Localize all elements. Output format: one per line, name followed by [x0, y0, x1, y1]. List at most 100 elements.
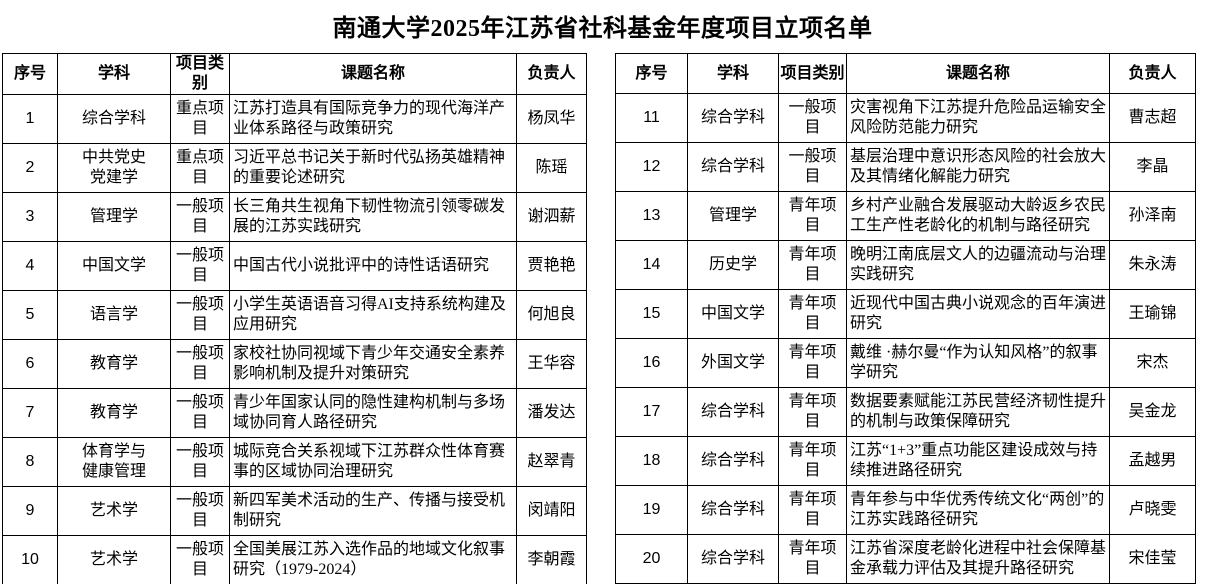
discipline-cell: 综合学科 [687, 534, 779, 584]
header-discipline: 学科 [687, 53, 779, 94]
table-row: 20 综合学科 青年项目 江苏省深度老龄化进程中社会保障基金承载力评估及其提升路径研究… [615, 534, 1196, 584]
leader-name-cell: 王瑜锦 [1109, 289, 1196, 339]
header-no: 序号 [615, 53, 688, 94]
table-row: 16 外国文学 青年项目 戴维 ·赫尔曼“作为认知风格”的叙事学研究 宋杰 [615, 338, 1196, 388]
row-number-cell: 16 [615, 338, 688, 388]
discipline-cell: 综合学科 [687, 93, 779, 143]
row-number-cell: 15 [615, 289, 688, 339]
project-title-cell: 习近平总书记关于新时代弘扬英雄精神的重要论述研究 [229, 143, 517, 193]
leader-name-cell: 杨凤华 [516, 94, 587, 144]
row-number-cell: 9 [2, 486, 58, 536]
leader-name-cell: 宋杰 [1109, 338, 1196, 388]
table-row: 11 综合学科 一般项目 灾害视角下江苏提升危险品运输安全风险防范能力研究 曹志超 [615, 93, 1196, 143]
table-row: 7 教育学 一般项目 青少年国家认同的隐性建构机制与多场域协同育人路径研究 潘发达 [2, 388, 587, 438]
project-category-cell: 一般项目 [170, 241, 230, 291]
discipline-cell: 综合学科 [687, 485, 779, 535]
project-category-cell: 青年项目 [778, 534, 847, 584]
row-number-cell: 8 [2, 437, 58, 487]
page-title: 南通大学2025年江苏省社科基金年度项目立项名单 [332, 16, 873, 42]
project-category-cell: 一般项目 [170, 388, 230, 438]
discipline-cell: 中国文学 [687, 289, 779, 339]
row-number-cell: 19 [615, 485, 688, 535]
header-discipline: 学科 [57, 53, 171, 95]
header-title: 课题名称 [229, 53, 517, 95]
row-number-cell: 17 [615, 387, 688, 437]
discipline-cell: 体育学与 健康管理 [57, 437, 171, 487]
header-no: 序号 [2, 53, 58, 95]
project-category-cell: 一般项目 [778, 142, 847, 192]
project-table-right: 序号 学科 项目类别 课题名称 负责人 11 综合学科 一般项目 灾害视角下江苏提升危… [615, 53, 1196, 584]
project-category-cell: 一般项目 [170, 486, 230, 536]
header-category: 项目类别 [170, 53, 230, 95]
project-category-cell: 重点项目 [170, 143, 230, 193]
discipline-cell: 综合学科 [687, 436, 779, 486]
row-number-cell: 20 [615, 534, 688, 584]
project-title-cell: 基层治理中意识形态风险的社会放大及其情绪化解能力研究 [846, 142, 1110, 192]
discipline-cell: 综合学科 [687, 142, 779, 192]
project-title-cell: 晚明江南底层文人的边疆流动与治理实践研究 [846, 240, 1110, 290]
discipline-cell: 艺术学 [57, 535, 171, 584]
project-title-cell: 中国古代小说批评中的诗性话语研究 [229, 241, 517, 291]
discipline-cell: 管理学 [687, 191, 779, 241]
project-category-cell: 青年项目 [778, 387, 847, 437]
row-number-cell: 4 [2, 241, 58, 291]
table-row: 3 管理学 一般项目 长三角共生视角下韧性物流引领零碳发展的江苏实践研究 谢泗薪 [2, 192, 587, 242]
leader-name-cell: 何旭良 [516, 290, 587, 340]
table-row: 12 综合学科 一般项目 基层治理中意识形态风险的社会放大及其情绪化解能力研究 李晶 [615, 142, 1196, 192]
table-row: 9 艺术学 一般项目 新四军美术活动的生产、传播与接受机制研究 闵靖阳 [2, 486, 587, 536]
project-title-cell: 江苏“1+3”重点功能区建设成效与持续推进路径研究 [846, 436, 1110, 486]
project-category-cell: 青年项目 [778, 191, 847, 241]
table-row: 18 综合学科 青年项目 江苏“1+3”重点功能区建设成效与持续推进路径研究 孟越男 [615, 436, 1196, 486]
project-category-cell: 一般项目 [170, 535, 230, 584]
project-title-cell: 青年参与中华优秀传统文化“两创”的江苏实践路径研究 [846, 485, 1110, 535]
leader-name-cell: 赵翠青 [516, 437, 587, 487]
row-number-cell: 10 [2, 535, 58, 584]
table-row: 8 体育学与 健康管理 一般项目 城际竞合关系视域下江苏群众性体育赛事的区域协同治理研… [2, 437, 587, 487]
leader-name-cell: 吴金龙 [1109, 387, 1196, 437]
discipline-cell: 中共党史 党建学 [57, 143, 171, 193]
header-row: 序号 学科 项目类别 课题名称 负责人 [2, 53, 587, 95]
project-title-cell: 江苏打造具有国际竞争力的现代海洋产业体系路径与政策研究 [229, 94, 517, 144]
project-title-cell: 戴维 ·赫尔曼“作为认知风格”的叙事学研究 [846, 338, 1110, 388]
discipline-cell: 艺术学 [57, 486, 171, 536]
table-header: 序号 学科 项目类别 课题名称 负责人 [615, 53, 1196, 94]
leader-name-cell: 卢晓雯 [1109, 485, 1196, 535]
project-category-cell: 青年项目 [778, 289, 847, 339]
table-row: 14 历史学 青年项目 晚明江南底层文人的边疆流动与治理实践研究 朱永涛 [615, 240, 1196, 290]
row-number-cell: 14 [615, 240, 688, 290]
table-row: 10 艺术学 一般项目 全国美展江苏入选作品的地域文化叙事研究（1979-2024）李… [2, 535, 587, 584]
discipline-cell: 教育学 [57, 339, 171, 389]
project-title-cell: 近现代中国古典小说观念的百年演进研究 [846, 289, 1110, 339]
leader-name-cell: 宋佳莹 [1109, 534, 1196, 584]
leader-name-cell: 闵靖阳 [516, 486, 587, 536]
project-category-cell: 一般项目 [170, 192, 230, 242]
leader-name-cell: 贾艳艳 [516, 241, 587, 291]
header-title: 课题名称 [846, 53, 1110, 94]
table-row: 17 综合学科 青年项目 数据要素赋能江苏民营经济韧性提升的机制与政策保障研究 吴金龙 [615, 387, 1196, 437]
header-category: 项目类别 [778, 53, 847, 94]
table-row: 5 语言学 一般项目 小学生英语语音习得AI支持系统构建及应用研究 何旭良 [2, 290, 587, 340]
project-title-cell: 乡村产业融合发展驱动大龄返乡农民工生产性老龄化的机制与路径研究 [846, 191, 1110, 241]
table-row: 15 中国文学 青年项目 近现代中国古典小说观念的百年演进研究 王瑜锦 [615, 289, 1196, 339]
project-category-cell: 一般项目 [170, 437, 230, 487]
leader-name-cell: 孟越男 [1109, 436, 1196, 486]
row-number-cell: 6 [2, 339, 58, 389]
project-category-cell: 青年项目 [778, 240, 847, 290]
leader-name-cell: 李朝霞 [516, 535, 587, 584]
header-row: 序号 学科 项目类别 课题名称 负责人 [615, 53, 1196, 94]
discipline-cell: 外国文学 [687, 338, 779, 388]
leader-name-cell: 朱永涛 [1109, 240, 1196, 290]
header-leader: 负责人 [1109, 53, 1196, 94]
leader-name-cell: 陈瑶 [516, 143, 587, 193]
leader-name-cell: 李晶 [1109, 142, 1196, 192]
discipline-cell: 教育学 [57, 388, 171, 438]
project-title-cell: 青少年国家认同的隐性建构机制与多场域协同育人路径研究 [229, 388, 517, 438]
leader-name-cell: 曹志超 [1109, 93, 1196, 143]
table-row: 13 管理学 青年项目 乡村产业融合发展驱动大龄返乡农民工生产性老龄化的机制与路径研究… [615, 191, 1196, 241]
project-category-cell: 一般项目 [170, 290, 230, 340]
table-body-left: 1 综合学科 重点项目 江苏打造具有国际竞争力的现代海洋产业体系路径与政策研究 杨凤华 2… [2, 94, 587, 584]
project-category-cell: 一般项目 [170, 339, 230, 389]
table-row: 1 综合学科 重点项目 江苏打造具有国际竞争力的现代海洋产业体系路径与政策研究 杨凤华 [2, 94, 587, 144]
row-number-cell: 3 [2, 192, 58, 242]
